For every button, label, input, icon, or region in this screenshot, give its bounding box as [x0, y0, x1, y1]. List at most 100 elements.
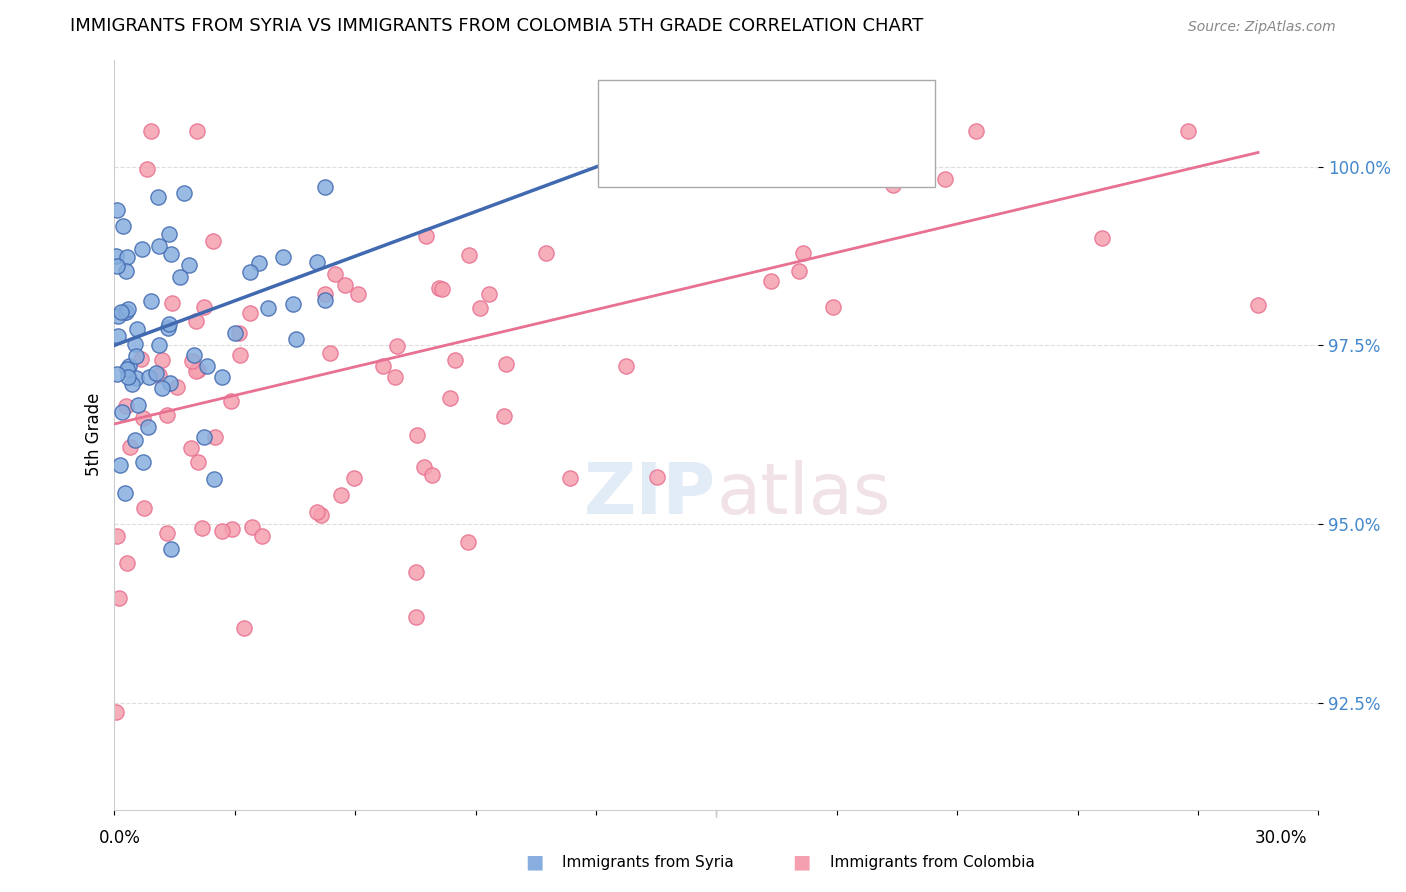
- Point: [190, 521, 212, 535]
- Point: [105, 203, 128, 218]
- Point: [478, 287, 501, 301]
- Point: [124, 336, 146, 351]
- Point: [405, 566, 427, 580]
- Point: [159, 376, 181, 390]
- Point: [105, 249, 128, 263]
- Point: [468, 301, 491, 316]
- Point: [105, 259, 128, 273]
- Text: Immigrants from Syria: Immigrants from Syria: [562, 855, 734, 870]
- Point: [110, 305, 132, 319]
- Text: Immigrants from Colombia: Immigrants from Colombia: [830, 855, 1035, 870]
- Point: [492, 409, 515, 423]
- Point: [115, 361, 138, 376]
- Point: [232, 621, 254, 635]
- Point: [211, 524, 233, 538]
- Point: [319, 345, 342, 359]
- Point: [283, 297, 305, 311]
- Point: [271, 250, 294, 264]
- Point: [405, 427, 427, 442]
- Point: [250, 529, 273, 543]
- Point: [114, 399, 136, 413]
- Point: [239, 265, 262, 279]
- Point: [108, 458, 131, 472]
- Point: [735, 142, 758, 156]
- Point: [115, 250, 138, 264]
- Point: [415, 228, 437, 243]
- Point: [125, 349, 148, 363]
- Point: [180, 354, 202, 368]
- Point: [115, 556, 138, 570]
- Point: [105, 367, 128, 381]
- Point: [314, 179, 336, 194]
- Point: [120, 440, 142, 454]
- Point: [432, 282, 454, 296]
- Point: [787, 264, 810, 278]
- Point: [195, 359, 218, 373]
- Point: [792, 246, 814, 260]
- Point: [204, 430, 226, 444]
- Point: [105, 528, 128, 542]
- Point: [311, 508, 333, 523]
- Text: 30.0%: 30.0%: [1256, 829, 1308, 847]
- Point: [495, 357, 517, 371]
- Point: [139, 293, 162, 308]
- Point: [125, 321, 148, 335]
- Point: [150, 381, 173, 395]
- Point: [202, 471, 225, 485]
- Legend:   R = 0.353    N = 60,   R = 0.386    N = 82: R = 0.353 N = 60, R = 0.386 N = 82: [645, 84, 896, 149]
- Point: [135, 161, 157, 176]
- Point: [187, 455, 209, 469]
- Point: [420, 468, 443, 483]
- Point: [427, 281, 450, 295]
- Point: [284, 332, 307, 346]
- Point: [107, 329, 129, 343]
- Point: [156, 526, 179, 541]
- Point: [148, 368, 170, 383]
- Point: [347, 287, 370, 301]
- Point: [117, 302, 139, 317]
- Point: [157, 321, 180, 335]
- Point: [132, 500, 155, 515]
- Point: [1091, 231, 1114, 245]
- Point: [138, 420, 160, 434]
- Point: [444, 353, 467, 368]
- Point: [247, 256, 270, 270]
- Point: [335, 277, 357, 292]
- Point: [169, 269, 191, 284]
- Point: [330, 488, 353, 502]
- Point: [823, 301, 845, 315]
- Point: [645, 470, 668, 484]
- Point: [882, 178, 904, 193]
- Point: [145, 366, 167, 380]
- Point: [114, 305, 136, 319]
- Point: [184, 364, 207, 378]
- Point: [412, 460, 434, 475]
- Point: [124, 433, 146, 447]
- Point: [157, 227, 180, 242]
- Point: [307, 254, 329, 268]
- Point: [343, 471, 366, 485]
- Text: ■: ■: [792, 852, 811, 871]
- Point: [183, 348, 205, 362]
- Point: [131, 454, 153, 468]
- Y-axis label: 5th Grade: 5th Grade: [86, 393, 103, 476]
- Point: [156, 409, 179, 423]
- Text: Source: ZipAtlas.com: Source: ZipAtlas.com: [1188, 21, 1336, 34]
- Point: [125, 371, 148, 385]
- Point: [1177, 124, 1199, 138]
- Point: [558, 470, 581, 484]
- Text: atlas: atlas: [716, 460, 891, 529]
- Point: [373, 359, 395, 373]
- Point: [614, 359, 637, 373]
- Point: [211, 370, 233, 384]
- Point: [132, 410, 155, 425]
- Point: [160, 295, 183, 310]
- Point: [457, 534, 479, 549]
- Point: [112, 219, 135, 233]
- Point: [221, 522, 243, 536]
- Point: [115, 305, 138, 319]
- Text: ■: ■: [524, 852, 544, 871]
- Point: [105, 706, 128, 720]
- Point: [117, 369, 139, 384]
- Point: [177, 258, 200, 272]
